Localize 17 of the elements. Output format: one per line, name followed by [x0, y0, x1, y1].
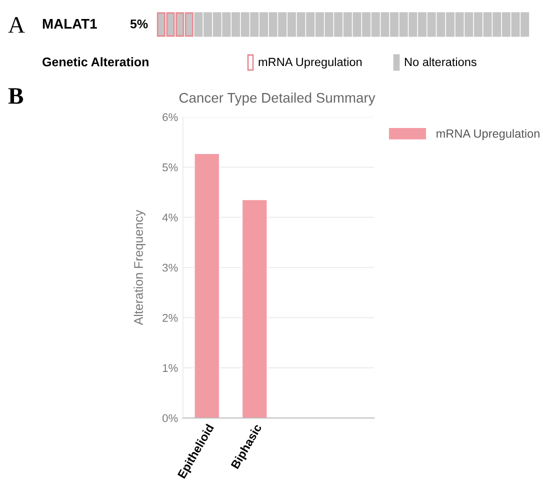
text: 5% [130, 20, 148, 28]
y-tick-label: 2% [162, 314, 178, 322]
text: A [8, 17, 25, 33]
text: No alterations [404, 58, 476, 66]
y-tick-label: 5% [162, 163, 178, 172]
text: B [8, 88, 24, 104]
legend-label: mRNA Upregulation [436, 129, 540, 140]
text: mRNA Upregulation [258, 58, 362, 68]
y-tick-label: 3% [162, 264, 178, 272]
text: MALAT1 [42, 19, 97, 29]
y-tick-label: 6% [162, 113, 178, 122]
text: Genetic Alteration [42, 57, 148, 66]
y-tick-label: 4% [162, 214, 178, 222]
chart-title: Cancer Type Detailed Summary [179, 92, 376, 106]
y-tick-label: 1% [162, 364, 178, 372]
y-tick-label: 0% [162, 414, 178, 422]
y-axis-title: Alteration Frequency [134, 210, 146, 326]
